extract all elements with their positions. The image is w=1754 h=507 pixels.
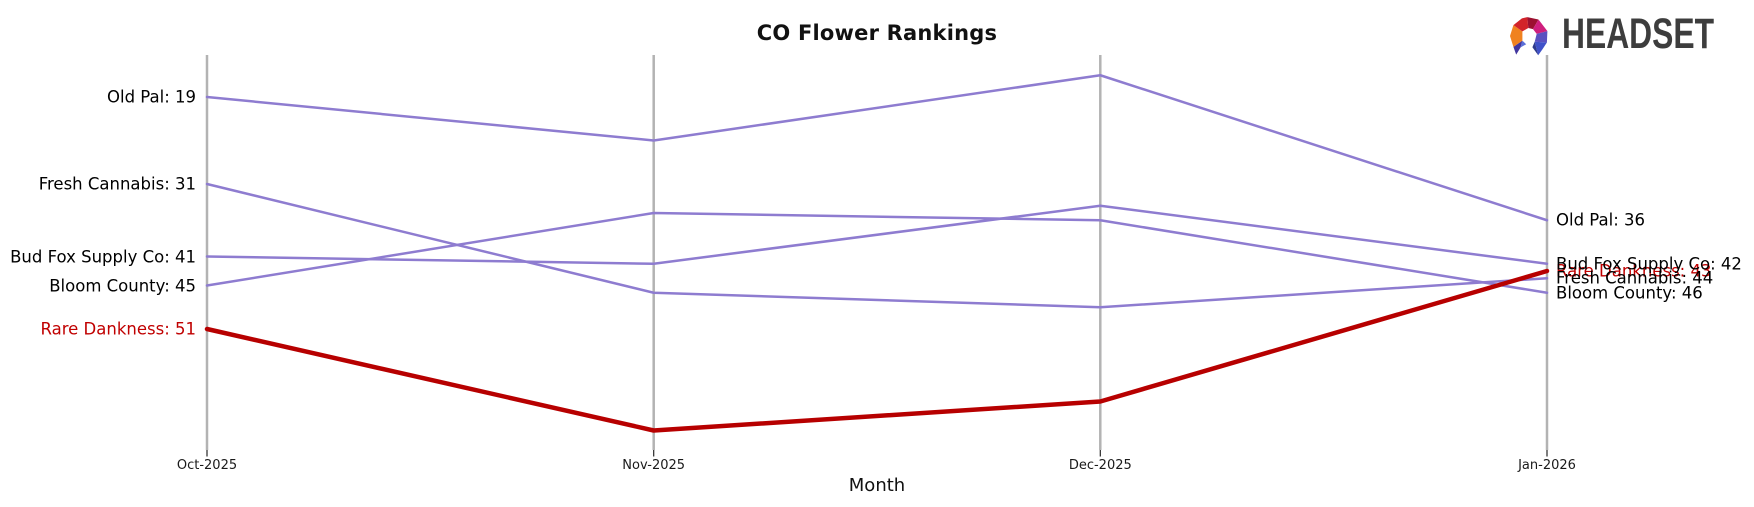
series-end-label-fresh-cannabis: Fresh Cannabis: 44	[1556, 268, 1714, 288]
headset-logo-icon	[1510, 16, 1548, 55]
series-end-label-old-pal: Old Pal: 36	[1556, 210, 1645, 230]
series-line-rare-dankness	[204, 268, 1550, 433]
headset-brand-text: HEADSET	[1562, 10, 1715, 58]
series-line-bloom-county	[205, 211, 1549, 294]
x-tick-label-dec-2025: Dec-2025	[1068, 458, 1132, 473]
series-end-label-rare-dankness: Rare Dankness: 43	[1556, 261, 1712, 281]
x-tick-label-jan-2026: Jan-2026	[1518, 458, 1576, 473]
x-axis-title: Month	[848, 475, 906, 496]
series-start-label-rare-dankness: Rare Dankness: 51	[40, 319, 196, 339]
series-line-old-pal	[205, 74, 1549, 222]
series-start-label-bud-fox-supply-co: Bud Fox Supply Co: 41	[10, 246, 196, 266]
series-end-label-bud-fox-supply-co: Bud Fox Supply Co: 42	[1556, 254, 1742, 274]
headset-logo: HEADSET	[1505, 10, 1714, 59]
series-start-label-fresh-cannabis: Fresh Cannabis: 31	[38, 174, 196, 194]
series-start-label-bloom-county: Bloom County: 45	[49, 275, 196, 295]
series-start-label-old-pal: Old Pal: 19	[107, 87, 196, 107]
chart-title: CO Flower Rankings	[756, 21, 998, 45]
series-end-label-bloom-county: Bloom County: 46	[1556, 283, 1703, 303]
series-line-bud-fox-supply-co	[205, 204, 1549, 265]
x-tick-label-nov-2025: Nov-2025	[622, 458, 686, 473]
series-line-fresh-cannabis	[205, 182, 1549, 309]
x-tick-label-oct-2025: Oct-2025	[176, 458, 238, 473]
